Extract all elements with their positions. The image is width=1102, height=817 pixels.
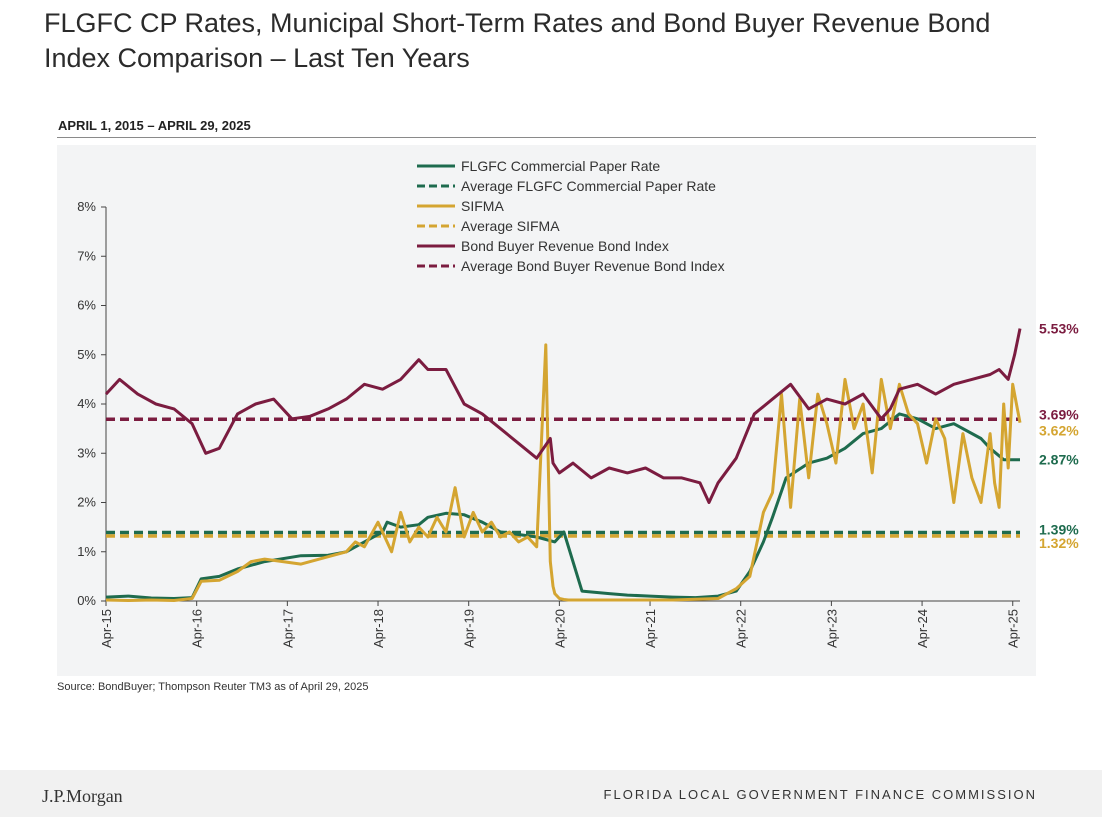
end-value-label: 5.53% [1039, 321, 1079, 337]
chart-series [104, 328, 1022, 602]
chart-axes: 0% 1% 2% 3% 4% 5% 6% 7% 8% Apr-15 Apr-16 Apr-17 Apr-… [77, 199, 1021, 648]
footer-bar: J.P.Morgan FLORIDA LOCAL GOVERNMENT FINA… [0, 770, 1102, 817]
series-line-sifma [105, 343, 1022, 602]
end-value-label: 1.39% [1039, 522, 1079, 538]
x-tick-label: Apr-24 [915, 609, 930, 648]
footer-organization: FLORIDA LOCAL GOVERNMENT FINANCE COMMISS… [603, 787, 1037, 802]
line-chart: FLGFC Commercial Paper Rate Average FLGFC… [77, 158, 1079, 648]
y-tick-label: 0% [77, 593, 96, 608]
x-tick-label: Apr-17 [280, 609, 295, 648]
end-value-label: 3.62% [1039, 423, 1079, 439]
chart-legend: FLGFC Commercial Paper Rate Average FLGFC… [417, 158, 725, 274]
y-tick-label: 8% [77, 199, 96, 214]
subtitle-divider [57, 137, 1036, 138]
end-value-label: 2.87% [1039, 452, 1079, 468]
legend-label: Bond Buyer Revenue Bond Index [461, 238, 669, 254]
x-tick-label: Apr-21 [643, 609, 658, 648]
end-value-label: 3.69% [1039, 406, 1079, 422]
x-tick-label: Apr-23 [824, 609, 839, 648]
legend-label: Average FLGFC Commercial Paper Rate [461, 178, 716, 194]
y-tick-label: 2% [77, 495, 96, 510]
x-tick-label: Apr-15 [99, 609, 114, 648]
x-tick-label: Apr-25 [1006, 609, 1021, 648]
x-tick-label: Apr-22 [734, 609, 749, 648]
y-tick-label: 4% [77, 396, 96, 411]
series-line-flgfc-commercial-paper-rate [105, 412, 1020, 600]
x-tick-label: Apr-16 [190, 609, 205, 648]
chart-end-labels: 5.53% 3.69%3.62% 2.87% 1.39%1.32% [1039, 321, 1079, 551]
series-line-bond-buyer-revenue-bond-index [104, 328, 1022, 504]
jpmorgan-logo: J.P.Morgan [42, 786, 123, 806]
source-note: Source: BondBuyer; Thompson Reuter TM3 a… [57, 681, 369, 693]
y-tick-label: 7% [77, 248, 96, 263]
y-tick-label: 6% [77, 298, 96, 313]
legend-label: Average SIFMA [461, 218, 560, 234]
x-tick-label: Apr-20 [552, 609, 567, 648]
y-tick-label: 3% [77, 445, 96, 460]
x-tick-label: Apr-19 [462, 609, 477, 648]
y-tick-label: 1% [77, 544, 96, 559]
x-tick-label: Apr-18 [371, 609, 386, 648]
page-title: FLGFC CP Rates, Municipal Short-Term Rat… [44, 8, 991, 73]
legend-label: SIFMA [461, 198, 504, 214]
date-range-subtitle: APRIL 1, 2015 – APRIL 29, 2025 [58, 118, 251, 133]
end-value-label: 1.32% [1039, 535, 1079, 551]
legend-label: Average Bond Buyer Revenue Bond Index [461, 258, 725, 274]
y-tick-label: 5% [77, 347, 96, 362]
legend-label: FLGFC Commercial Paper Rate [461, 158, 660, 174]
